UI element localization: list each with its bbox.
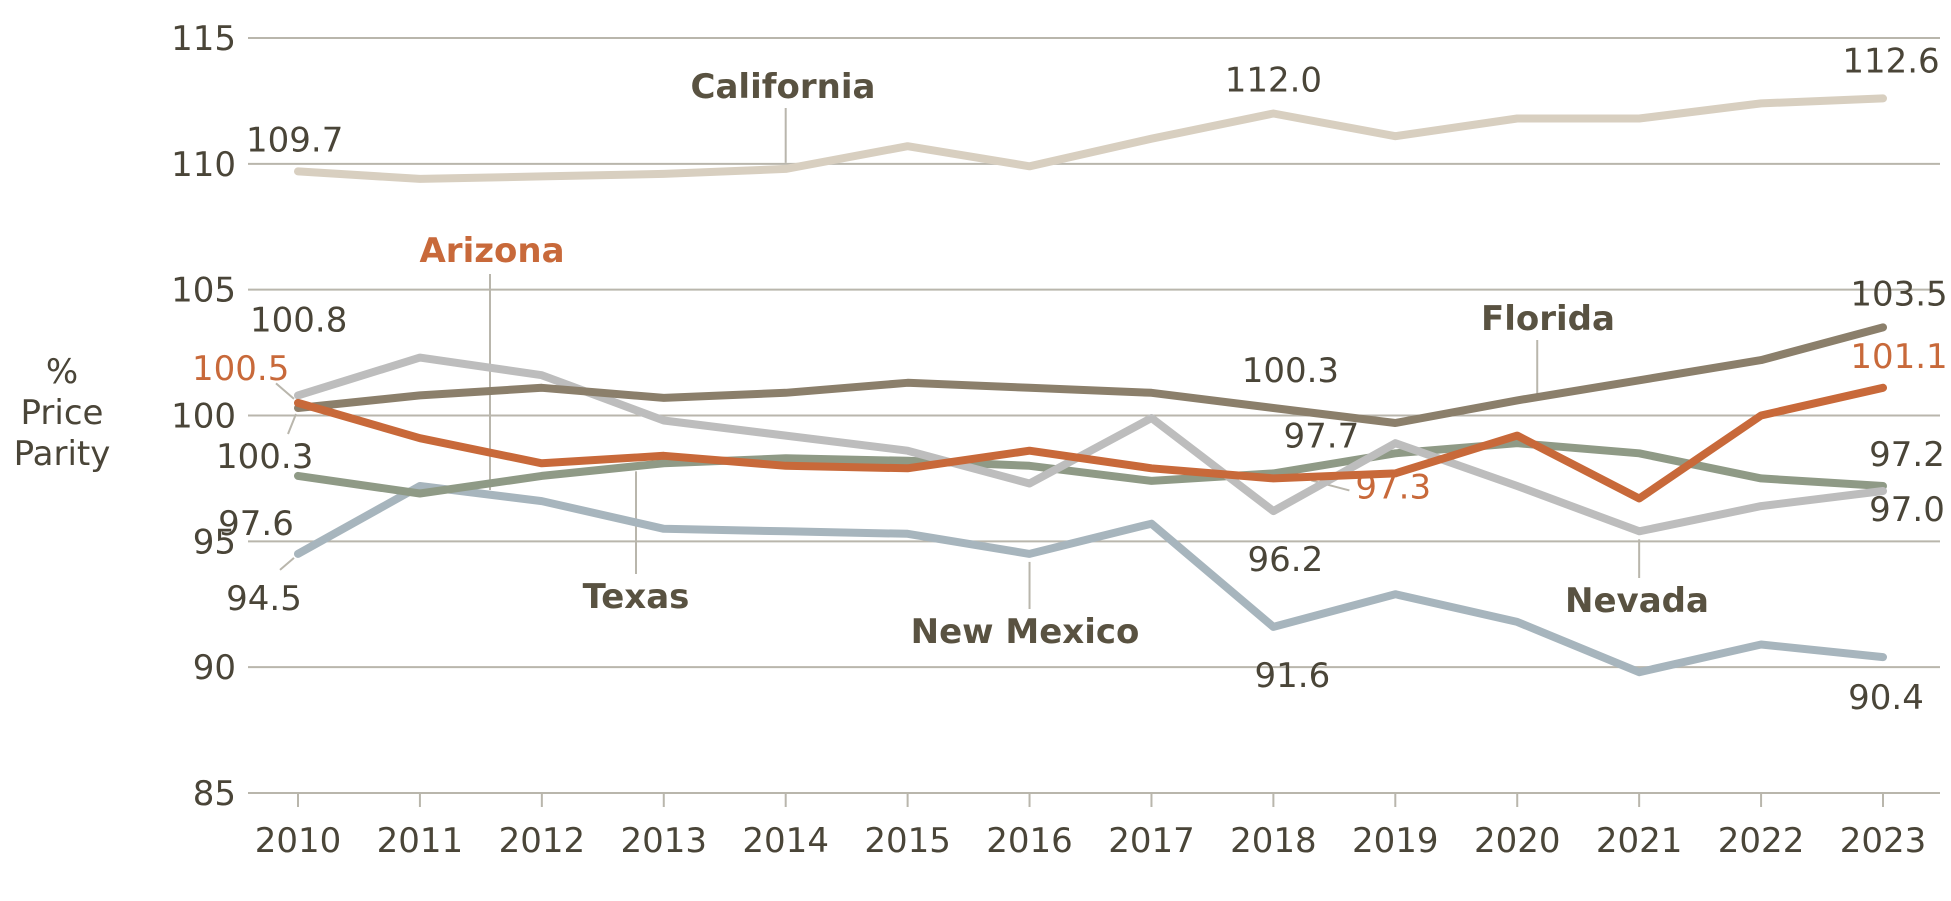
value-label: 91.6 — [1255, 656, 1331, 696]
value-label: 101.1 — [1850, 337, 1947, 377]
value-label: 97.6 — [218, 504, 294, 544]
value-label: 100.5 — [192, 349, 289, 389]
value-label: 100.3 — [216, 437, 313, 477]
x-tick-label: 2020 — [1474, 821, 1561, 861]
value-label: 100.8 — [250, 300, 347, 340]
value-label: 112.0 — [1225, 61, 1322, 101]
x-tick-label: 2015 — [864, 821, 951, 861]
y-tick-label: 100 — [171, 397, 236, 437]
y-axis-label-line-1: % — [46, 352, 78, 392]
x-tick-label: 2010 — [255, 821, 342, 861]
series-name-nevada: Nevada — [1565, 581, 1709, 621]
value-label: 97.3 — [1355, 467, 1431, 507]
x-tick-label: 2019 — [1352, 821, 1439, 861]
x-tick-label: 2011 — [377, 821, 464, 861]
value-label: 109.7 — [246, 120, 343, 160]
value-label: 100.3 — [1242, 351, 1339, 391]
series-lines — [294, 94, 1887, 677]
leader-line — [275, 382, 295, 400]
series-line-arizona — [294, 383, 1887, 503]
y-axis-label-line-2: Price — [21, 393, 104, 433]
x-tick-label: 2022 — [1718, 821, 1805, 861]
series-line-california — [294, 94, 1887, 183]
value-label: 97.2 — [1869, 435, 1945, 475]
y-axis-label-line-3: Parity — [14, 434, 111, 474]
series-name-florida: Florida — [1481, 299, 1615, 339]
y-tick-label: 115 — [171, 19, 236, 59]
x-tick-label: 2023 — [1840, 821, 1927, 861]
x-tick-label: 2012 — [499, 821, 586, 861]
leader-line — [279, 557, 295, 571]
x-tick-label: 2018 — [1230, 821, 1317, 861]
value-label: 103.5 — [1850, 274, 1947, 314]
series-line-florida — [294, 323, 1887, 427]
series-name-arizona: Arizona — [419, 231, 564, 271]
leader-line — [287, 413, 297, 435]
y-tick-label: 90 — [193, 648, 236, 688]
x-tick-label: 2013 — [621, 821, 708, 861]
y-tick-label: 110 — [171, 145, 236, 185]
value-label: 97.0 — [1869, 490, 1945, 530]
value-label: 96.2 — [1248, 540, 1324, 580]
series-line-nevada — [294, 353, 1887, 536]
y-tick-label: 95 — [193, 522, 236, 562]
series-name-california: California — [691, 67, 876, 107]
x-tick-label: 2021 — [1596, 821, 1683, 861]
y-tick-label: 85 — [193, 774, 236, 814]
value-label: 97.7 — [1284, 416, 1360, 456]
x-tick-label: 2014 — [742, 821, 829, 861]
label-leader-lines — [275, 108, 1641, 609]
value-label: 112.6 — [1842, 41, 1939, 81]
value-label: 90.4 — [1848, 678, 1924, 718]
x-tick-label: 2016 — [986, 821, 1073, 861]
series-line-texas — [294, 439, 1887, 498]
series-name-new-mexico: New Mexico — [911, 612, 1140, 652]
series-name-texas: Texas — [583, 577, 690, 617]
series-line-new-mexico — [294, 482, 1887, 677]
x-tick-label: 2017 — [1108, 821, 1195, 861]
labels: 115 110 105 100 95 90 85 2010 2011 2012 2013 2014 20… — [171, 19, 1948, 861]
value-label: 94.5 — [226, 579, 302, 619]
y-tick-label: 105 — [171, 271, 236, 311]
